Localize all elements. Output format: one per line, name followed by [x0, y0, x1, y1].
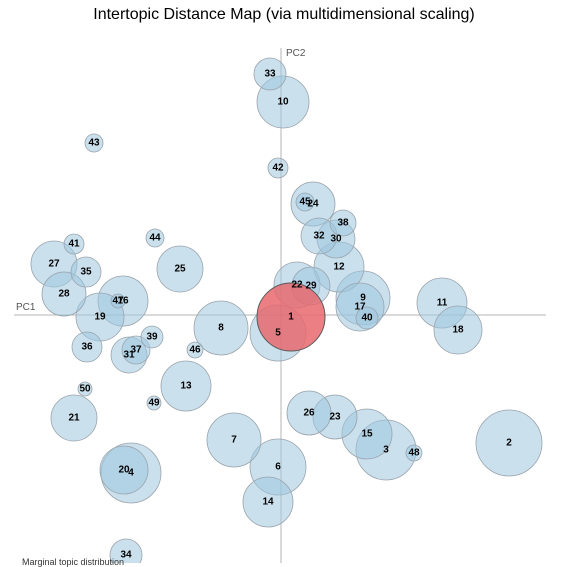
topic-circle-36[interactable] [71, 331, 103, 363]
topic-label-35: 35 [80, 267, 92, 278]
topic-label-2: 2 [506, 438, 512, 449]
topic-circle-33[interactable] [253, 57, 287, 91]
topic-label-12: 12 [333, 262, 345, 273]
topic-circle-38[interactable] [329, 209, 357, 237]
topic-circle-49[interactable] [146, 395, 162, 411]
topic-label-48: 48 [408, 448, 420, 459]
topic-label-27: 27 [48, 259, 60, 270]
topic-label-20: 20 [118, 465, 130, 476]
topic-circle-46[interactable] [186, 341, 204, 359]
topic-label-14: 14 [262, 497, 274, 508]
topic-circle-8[interactable] [193, 300, 249, 356]
topic-circle-1-selected[interactable] [256, 282, 326, 352]
topic-circle-32[interactable] [300, 217, 338, 255]
topic-label-24: 24 [307, 199, 319, 210]
topic-label-6: 6 [275, 462, 281, 473]
topic-circle-39[interactable] [140, 325, 164, 349]
topic-label-44: 44 [149, 233, 161, 244]
topic-label-46: 46 [189, 345, 201, 356]
topic-circle-2[interactable] [475, 409, 543, 477]
topic-circle-25[interactable] [156, 245, 204, 293]
topic-label-32: 32 [313, 231, 325, 242]
topic-label-18: 18 [452, 325, 464, 336]
topic-label-25: 25 [174, 264, 186, 275]
topic-label-28: 28 [58, 289, 70, 300]
topic-label-37: 37 [130, 345, 142, 356]
topic-label-16: 16 [117, 296, 129, 307]
topic-label-23: 23 [329, 412, 341, 423]
topic-label-13: 13 [180, 381, 192, 392]
topic-circle-43[interactable] [84, 133, 104, 153]
topic-label-9: 9 [360, 293, 366, 304]
topic-label-11: 11 [437, 298, 448, 309]
topic-circle-50[interactable] [77, 381, 93, 397]
topic-label-21: 21 [68, 413, 80, 424]
topic-circle-41[interactable] [63, 233, 85, 255]
topic-circle-28[interactable] [41, 271, 87, 317]
topic-label-10: 10 [277, 97, 289, 108]
topic-label-3: 3 [383, 445, 389, 456]
topic-label-33: 33 [264, 69, 276, 80]
topic-label-7: 7 [231, 435, 237, 446]
topic-label-1: 1 [288, 312, 294, 323]
topic-circle-21[interactable] [50, 394, 98, 442]
topic-label-47: 47 [112, 296, 124, 307]
topic-label-43: 43 [88, 138, 100, 149]
topic-circle-40[interactable] [355, 306, 379, 330]
topic-label-17: 17 [354, 302, 366, 313]
topic-circle-44[interactable] [145, 228, 165, 248]
topic-label-15: 15 [361, 429, 373, 440]
topic-label-19: 19 [94, 312, 106, 323]
topic-label-36: 36 [81, 342, 93, 353]
topic-label-4: 4 [128, 468, 134, 479]
topic-label-42: 42 [272, 163, 284, 174]
topic-label-5: 5 [275, 328, 281, 339]
topic-label-34: 34 [120, 550, 132, 561]
topic-circle-20[interactable] [99, 445, 149, 495]
topic-circle-35[interactable] [70, 256, 102, 288]
chart-title: Intertopic Distance Map (via multidimens… [93, 6, 475, 23]
topic-label-31: 31 [123, 350, 135, 361]
topic-label-41: 41 [68, 239, 80, 250]
topic-circle-47[interactable] [110, 293, 126, 309]
topic-label-8: 8 [218, 323, 224, 334]
topic-circle-45[interactable] [295, 192, 315, 212]
topic-labels: 1234567891011121314151617181920212223242… [48, 69, 512, 561]
topic-label-40: 40 [361, 313, 373, 324]
topic-label-22: 22 [291, 280, 303, 291]
topic-circle-13[interactable] [160, 360, 212, 412]
topic-label-49: 49 [148, 398, 160, 409]
topic-circle-34[interactable] [109, 538, 143, 563]
topic-circle-26[interactable] [286, 390, 332, 436]
topic-circles[interactable] [30, 57, 543, 563]
topic-label-30: 30 [330, 234, 342, 245]
topic-circle-18[interactable] [433, 305, 483, 355]
topic-circle-42[interactable] [267, 157, 289, 179]
topic-label-50: 50 [79, 384, 91, 395]
topic-circle-14[interactable] [242, 476, 294, 528]
topic-label-29: 29 [305, 281, 317, 292]
topic-circle-7[interactable] [206, 412, 262, 468]
pc2-axis-label: PC2 [286, 48, 306, 59]
topic-label-39: 39 [146, 332, 158, 343]
topic-circle-48[interactable] [405, 444, 423, 462]
topic-label-26: 26 [303, 408, 315, 419]
pc1-axis-label: PC1 [16, 302, 36, 313]
topic-label-45: 45 [299, 197, 311, 208]
marginal-topic-distribution-label: Marginal topic distribution [22, 557, 125, 567]
topic-label-38: 38 [337, 218, 349, 229]
